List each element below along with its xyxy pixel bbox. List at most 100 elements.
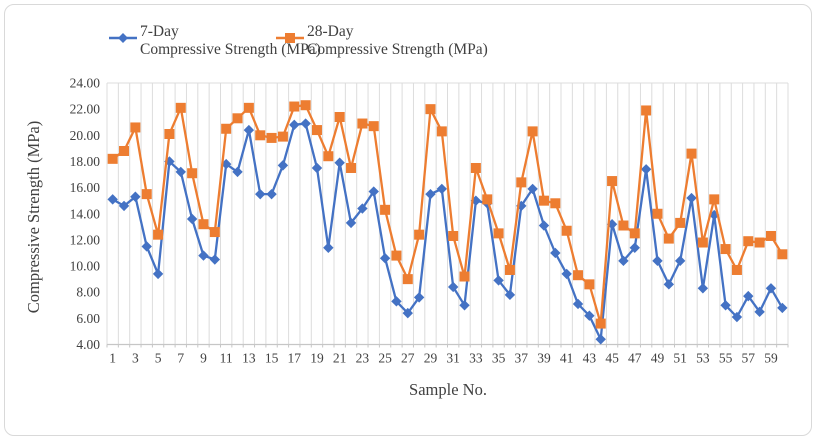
data-point [152,268,164,280]
data-point [209,254,221,265]
data-point [153,229,164,240]
data-point [141,189,152,200]
x-tick-label: 33 [469,351,483,366]
legend-label-28day-line2: Compressive Strength (MPa) [307,40,488,58]
data-point [357,203,368,214]
data-point [186,213,198,225]
data-point [334,157,345,168]
x-tick-label: 15 [265,351,279,366]
x-tick-label: 19 [310,351,324,366]
x-tick-label: 21 [333,351,347,366]
legend-entry-28day[interactable]: 28-Day Compressive Strength (MPa) [276,23,488,58]
data-point [334,111,345,122]
data-point [413,292,425,303]
legend-marker-7day-diamond-icon [109,31,137,49]
data-point [391,296,402,307]
x-tick-label: 35 [492,351,506,366]
data-point [209,227,220,238]
data-point [618,255,629,267]
data-point [538,195,549,206]
data-point [527,126,538,137]
data-point [391,250,402,261]
data-point [640,164,652,175]
data-point [187,168,198,179]
data-point [368,186,379,197]
data-point [175,102,186,113]
data-point [243,124,255,136]
series-line-7day [111,122,784,341]
legend-marker-28day-square-icon [276,31,304,49]
data-point [777,302,788,314]
x-tick-label: 9 [200,351,207,366]
data-point [425,104,436,115]
y-tick-label: 24.00 [70,76,101,91]
x-tick-label: 59 [764,351,778,366]
x-tick-label: 45 [605,351,619,366]
data-point [595,318,606,329]
data-point [550,247,561,259]
data-point [198,219,209,230]
data-point [130,191,141,202]
data-point [277,131,288,142]
data-point [436,183,448,195]
x-tick-label: 57 [742,351,756,366]
data-point [663,233,674,244]
x-tick-label: 5 [155,351,162,366]
y-tick-label: 4.00 [76,337,100,352]
chart-svg: 24.0022.0020.0018.0016.0014.0012.0010.00… [70,76,789,366]
data-point [538,220,550,231]
data-point [289,101,300,112]
chart-legend: 7-Day Compressive Strength (MPa) 28-Day … [5,23,811,69]
data-point [436,126,447,137]
y-axis-title: Compressive Strength (MPa) [24,120,43,314]
data-point [652,208,663,219]
data-point [107,153,118,164]
y-tick-label: 10.00 [70,259,101,274]
x-tick-label: 41 [560,351,574,366]
legend-label-28day-line1: 28-Day [307,23,354,40]
data-point [482,194,493,205]
x-tick-label: 53 [696,351,710,366]
x-tick-label: 23 [356,351,370,366]
data-point [629,242,640,253]
data-point [754,237,765,248]
data-point [425,188,436,200]
data-point [255,130,266,141]
data-point [731,311,743,323]
data-point [141,241,152,252]
data-point [743,236,754,247]
data-point [277,160,289,171]
data-point [357,118,368,129]
data-point [675,217,686,228]
x-tick-label: 39 [537,351,551,366]
data-point [323,151,334,162]
data-point [765,283,777,294]
data-point [720,244,731,255]
data-point [345,217,357,229]
data-point [379,253,391,264]
data-point [266,132,277,143]
data-point [765,230,776,241]
data-point [130,122,141,133]
data-point [686,148,697,159]
data-point [731,264,742,275]
data-point [550,198,561,209]
data-point [323,242,334,253]
legend-entry-7day[interactable]: 7-Day Compressive Strength (MPa) [109,23,321,58]
data-point [720,300,731,311]
data-point [743,290,754,302]
data-point [493,228,504,239]
data-point [516,177,527,188]
data-point [459,300,470,311]
legend-label-7day: 7-Day Compressive Strength (MPa) [140,23,321,58]
chart-plot-area[interactable]: 24.00 22.00 20.00 18.00 16.00 14.00 12.00 10.00… [5,5,811,435]
data-point [459,271,470,282]
data-point [663,279,675,290]
data-point [447,281,459,293]
data-point [255,188,266,200]
data-point [289,119,300,131]
chart-figure[interactable]: 24.00 22.00 20.00 18.00 16.00 14.00 12.00 10.00… [4,4,812,436]
data-point [527,183,538,195]
x-axis-title: Sample No. [409,380,487,399]
data-point [300,100,311,111]
